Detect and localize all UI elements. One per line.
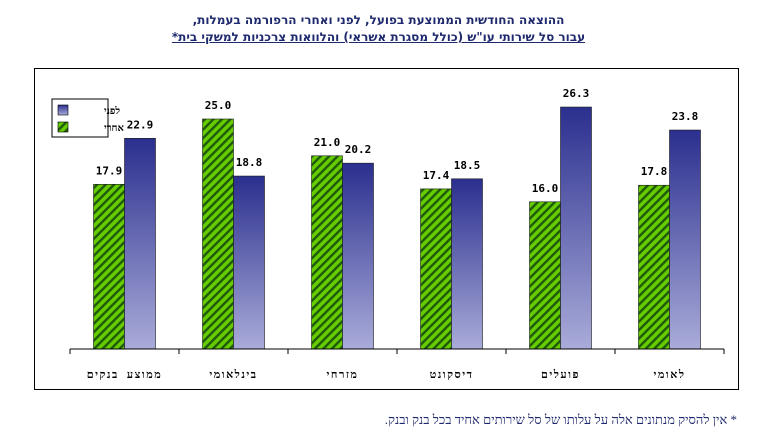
data-label-before-6: 23.8 [672, 110, 699, 123]
category-label-1: ממוצע בנקים [87, 368, 162, 381]
bar-before-3 [342, 162, 374, 350]
data-label-after-4: 17.4 [423, 169, 450, 182]
data-label-before-2: 18.8 [236, 156, 263, 169]
bar-after-6 [638, 184, 670, 350]
bar-after-1 [93, 184, 125, 350]
category-label-2: בינלאומי [209, 368, 257, 381]
data-label-before-3: 20.2 [345, 143, 372, 156]
title-line-1: ההוצאה החודשית הממוצעת בפועל, לפני ואחרי… [192, 13, 565, 27]
data-label-after-5: 16.0 [532, 182, 559, 195]
data-label-after-1: 17.9 [96, 164, 123, 177]
footnote: * אין להסיק מנתונים אלה על עלותו של סל ש… [384, 412, 737, 427]
title-line-2: עבור סל שירותי עו"ש (כולל מסגרת אשראי) ו… [171, 30, 586, 44]
data-label-after-2: 25.0 [205, 99, 232, 112]
category-label-6: לאומי [654, 368, 686, 381]
data-label-after-6: 17.8 [641, 165, 668, 178]
legend-swatch-before [57, 104, 69, 116]
bar-before-2 [233, 175, 265, 350]
bar-after-3 [311, 155, 343, 350]
bar-before-4 [451, 178, 483, 350]
legend-label-after: אחרי [104, 123, 124, 134]
data-label-before-5: 26.3 [563, 87, 590, 100]
bar-before-1 [124, 138, 156, 350]
data-label-before-1: 22.9 [127, 118, 154, 131]
data-label-after-3: 21.0 [314, 136, 341, 149]
legend-label-before: לפני [104, 105, 120, 117]
bar-after-2 [202, 118, 234, 350]
category-label-5: פועלים [541, 368, 580, 381]
chart-title: ההוצאה החודשית הממוצעת בפועל, לפני ואחרי… [0, 12, 757, 46]
legend-swatch-after [57, 121, 69, 133]
bar-after-4 [420, 188, 452, 350]
bar-before-5 [560, 106, 592, 350]
bar-before-6 [669, 129, 701, 350]
data-label-before-4: 18.5 [454, 159, 481, 172]
category-label-4: דיסקונט [430, 368, 474, 381]
category-label-3: מזרחי [327, 368, 359, 381]
bar-after-5 [529, 201, 561, 350]
